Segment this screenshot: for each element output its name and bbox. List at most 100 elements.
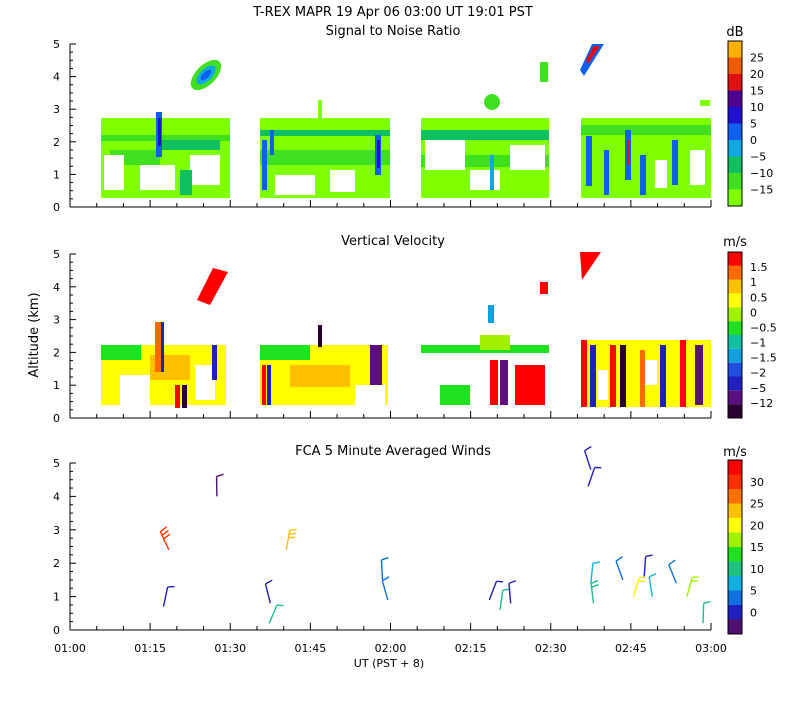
y-tick-label: 4 xyxy=(53,71,60,84)
snr-plume xyxy=(318,100,322,125)
colorbar-label: 10 xyxy=(750,563,764,576)
y-tick-label: 1 xyxy=(53,379,60,392)
colorbar-swatch xyxy=(728,266,742,280)
wind-barb-flag xyxy=(509,581,516,584)
vel-fragment xyxy=(488,305,494,323)
wind-barb xyxy=(687,577,699,597)
y-tick-label: 5 xyxy=(53,38,60,51)
colorbar-swatch xyxy=(728,576,742,591)
wind-barb-shaft xyxy=(269,605,277,623)
snr-gap xyxy=(190,155,220,185)
snr-patch xyxy=(160,140,220,150)
vel-column xyxy=(155,322,161,372)
colorbar-swatch xyxy=(728,533,742,548)
colorbar-swatch xyxy=(728,74,742,91)
colorbar-unit: m/s xyxy=(723,445,747,460)
wind-barb-flag xyxy=(277,605,283,606)
vel-column xyxy=(590,345,596,407)
colorbar-swatch xyxy=(728,518,742,533)
snr-column xyxy=(672,140,678,185)
wind-barb-flag xyxy=(591,581,598,584)
snr-gap xyxy=(470,170,500,190)
wind-barb-shaft xyxy=(160,532,168,550)
colorbar-swatch xyxy=(728,547,742,562)
wind-barb-shaft xyxy=(616,561,623,580)
winds-panel xyxy=(160,446,710,623)
colorbar-label: −2 xyxy=(750,367,766,380)
y-tick-label: 4 xyxy=(53,490,60,503)
wind-barb-flag xyxy=(585,446,592,450)
snr-core xyxy=(627,140,629,165)
vel-column xyxy=(490,360,498,405)
vel-column xyxy=(370,345,382,385)
x-tick-label: 03:00 xyxy=(695,642,727,655)
colorbar-label: 1.5 xyxy=(750,261,768,274)
wind-barb-shaft xyxy=(585,451,591,470)
wind-barb-flag xyxy=(217,474,224,476)
wind-barb-flag xyxy=(162,530,168,535)
colorbar-label: 30 xyxy=(750,476,764,489)
colorbar-label: 5 xyxy=(750,118,757,131)
snr-core xyxy=(377,140,380,168)
colorbar-label: 25 xyxy=(750,52,764,65)
x-tick-label: 01:00 xyxy=(54,642,86,655)
velocity-panel xyxy=(101,252,711,408)
y-tick-label: 1 xyxy=(53,168,60,181)
snr-panel xyxy=(101,44,711,198)
vel-gap xyxy=(355,385,385,405)
wind-barb xyxy=(591,562,600,583)
colorbar-swatch xyxy=(728,173,742,190)
wind-barb-shaft xyxy=(588,467,595,486)
colorbar-swatch xyxy=(728,404,742,418)
colorbar-swatch xyxy=(728,140,742,157)
colorbar-label: −15 xyxy=(750,184,773,197)
x-tick-label: 02:30 xyxy=(535,642,567,655)
vel-column xyxy=(212,345,217,380)
vel-column xyxy=(620,345,626,407)
vel-column xyxy=(175,385,180,408)
colorbar-label: 15 xyxy=(750,85,764,98)
wind-barb-flag xyxy=(288,537,295,538)
colorbar-swatch xyxy=(728,489,742,504)
colorbar-label: 25 xyxy=(750,498,764,511)
y-tick-label: 2 xyxy=(53,136,60,149)
colorbar-label: 0 xyxy=(750,134,757,147)
snr-gap xyxy=(655,160,667,188)
vel-updraft xyxy=(580,252,601,280)
y-tick-label: 5 xyxy=(53,457,60,470)
wind-barb-flag xyxy=(164,534,170,539)
wind-barb xyxy=(585,446,592,469)
wind-barb xyxy=(286,529,296,549)
snr-gap xyxy=(510,145,545,170)
colorbar-label: −1 xyxy=(750,337,766,350)
colorbar-swatch xyxy=(728,190,742,207)
snr-layer xyxy=(260,150,390,165)
vel-field xyxy=(290,365,350,387)
vel-column xyxy=(182,385,187,408)
colorbar-label: 10 xyxy=(750,101,764,114)
colorbar-swatch xyxy=(728,460,742,475)
x-tick-label: 01:30 xyxy=(214,642,246,655)
colorbar-label: 15 xyxy=(750,541,764,554)
y-tick-label: 3 xyxy=(53,314,60,327)
vel-column xyxy=(695,345,703,405)
vel-plume xyxy=(318,325,322,347)
wind-barb xyxy=(669,560,676,583)
colorbar-unit: m/s xyxy=(723,235,747,250)
snr-panel-title: Signal to Noise Ratio xyxy=(326,24,461,39)
colorbar-swatch xyxy=(728,377,742,391)
colorbar-swatch xyxy=(728,321,742,335)
y-tick-label: 2 xyxy=(53,557,60,570)
snr-high-echo xyxy=(580,44,604,76)
colorbar-swatch xyxy=(728,91,742,108)
colorbar-swatch xyxy=(728,107,742,124)
wind-barb xyxy=(217,474,224,496)
wind-barb-flag xyxy=(592,585,599,588)
colorbar-swatch xyxy=(728,349,742,363)
colorbar-label: −1.5 xyxy=(750,352,777,365)
wind-barb-flag xyxy=(382,577,389,581)
wind-barb-shaft xyxy=(509,583,511,603)
wind-barb-shaft xyxy=(163,587,167,607)
